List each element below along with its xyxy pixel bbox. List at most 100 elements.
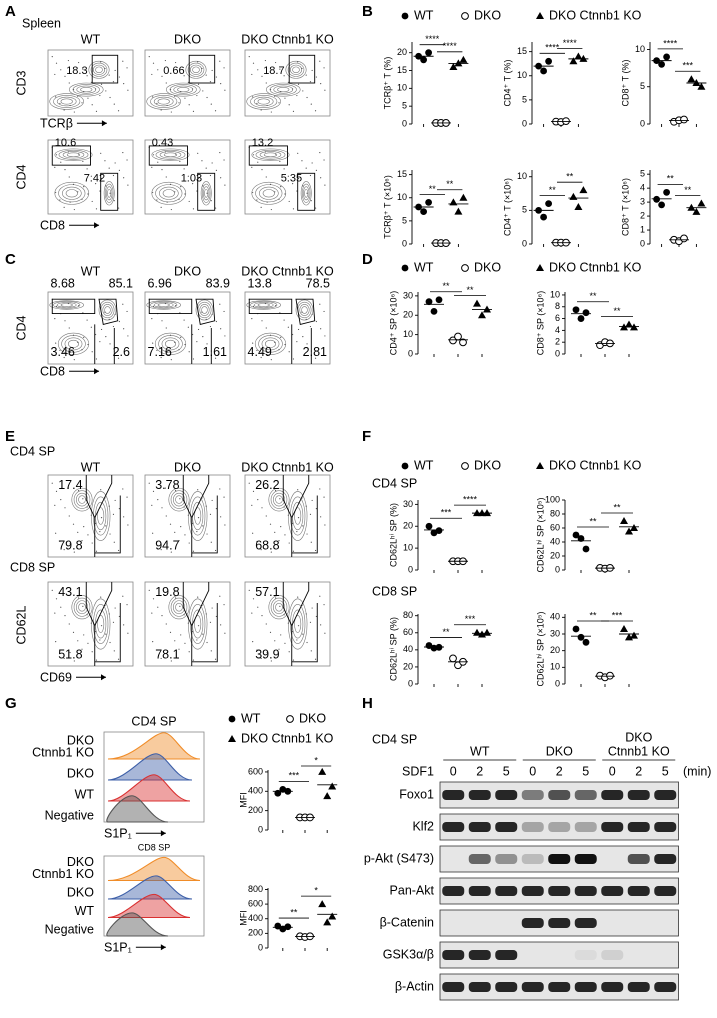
event-dot [319, 60, 321, 62]
gate [91, 54, 119, 84]
blot-band [468, 790, 491, 800]
significance: **** [563, 38, 578, 48]
legend-marker [401, 12, 409, 20]
event-dot [274, 531, 276, 534]
event-dot [164, 594, 166, 597]
event-dot [127, 89, 129, 91]
event-dot [91, 542, 93, 544]
event-dot [55, 62, 58, 64]
event-dot [252, 96, 254, 98]
gate-value: 51.8 [58, 647, 82, 661]
event-dot [184, 642, 186, 644]
event-dot [55, 342, 57, 344]
data-point [328, 912, 337, 920]
contour [68, 82, 104, 97]
data-point [680, 234, 688, 243]
event-dot [278, 349, 280, 351]
event-dot [283, 614, 285, 616]
event-dot [215, 615, 217, 618]
y-tick-label: 0 [408, 678, 413, 688]
event-dot [214, 110, 217, 112]
data-point [569, 57, 578, 65]
significance: ** [566, 172, 574, 182]
data-point [323, 792, 332, 800]
event-dot [288, 351, 290, 353]
track-label: Negative [45, 922, 94, 936]
axis-arrow-head [101, 120, 107, 127]
time-label: 2 [476, 764, 483, 778]
event-dot [309, 174, 312, 177]
significance: **** [443, 41, 458, 51]
contour [57, 332, 90, 355]
event-dot [157, 499, 159, 501]
event-dot [324, 524, 326, 526]
event-dot [248, 482, 250, 484]
histogram-title: CD4 SP [131, 714, 176, 728]
data-point [577, 315, 585, 322]
y-tick-label: 15 [517, 46, 527, 56]
blot-band [574, 790, 597, 800]
event-dot [166, 651, 168, 654]
event-dot [270, 359, 272, 361]
time-label: 5 [662, 764, 669, 778]
contour [93, 496, 109, 536]
event-dot [148, 589, 150, 592]
data-point [620, 323, 628, 331]
event-dot [266, 201, 268, 203]
event-dot [306, 533, 308, 535]
y-tick-label: 2 [555, 337, 560, 347]
event-dot [280, 634, 282, 636]
event-dot [95, 333, 97, 336]
contour [150, 301, 178, 309]
event-dot [297, 625, 300, 627]
contour [153, 302, 174, 308]
contour [270, 490, 288, 509]
event-dot [196, 639, 198, 641]
event-dot [86, 319, 88, 321]
event-dot [256, 349, 258, 351]
axis-label: CD8⁺ T (×10⁶) [620, 178, 630, 236]
y-tick-label: 1 [640, 224, 645, 234]
event-dot [122, 303, 124, 305]
event-dot [288, 200, 290, 203]
event-dot [175, 61, 177, 64]
flow-contours [148, 482, 226, 553]
y-tick-label: 5 [402, 215, 407, 225]
data-point [545, 200, 552, 208]
event-dot [105, 336, 107, 338]
event-dot [287, 175, 289, 177]
event-dot [63, 549, 65, 551]
event-dot [219, 151, 221, 154]
event-dot [55, 305, 58, 307]
event-dot [324, 89, 326, 91]
event-dot [265, 82, 267, 84]
event-dot [305, 167, 307, 169]
data-point [579, 54, 588, 62]
event-dot [197, 625, 200, 627]
subtitle: CD8 SP [372, 584, 417, 598]
event-dot [275, 489, 277, 492]
event-dot [91, 104, 93, 106]
event-dot [161, 320, 163, 322]
data-point [630, 524, 638, 531]
event-dot [166, 201, 168, 203]
gate-value: 0.66 [163, 65, 184, 77]
event-dot [100, 596, 102, 598]
event-dot [269, 334, 272, 336]
event-dot [90, 622, 92, 624]
event-dot [297, 152, 299, 154]
event-dot [82, 160, 84, 163]
event-dot [151, 166, 153, 168]
event-dot [301, 67, 303, 70]
event-dot [283, 75, 285, 77]
event-dot [90, 514, 92, 516]
event-dot [311, 313, 313, 315]
axis-label: CD62Lʰⁱ SP (×10⁵) [535, 612, 545, 687]
gate [288, 54, 316, 84]
event-dot [265, 623, 267, 625]
y-tick-label: 20 [403, 521, 413, 531]
blot-band [468, 886, 491, 896]
event-dot [60, 69, 62, 71]
event-dot [127, 184, 129, 186]
event-dot [123, 177, 125, 179]
